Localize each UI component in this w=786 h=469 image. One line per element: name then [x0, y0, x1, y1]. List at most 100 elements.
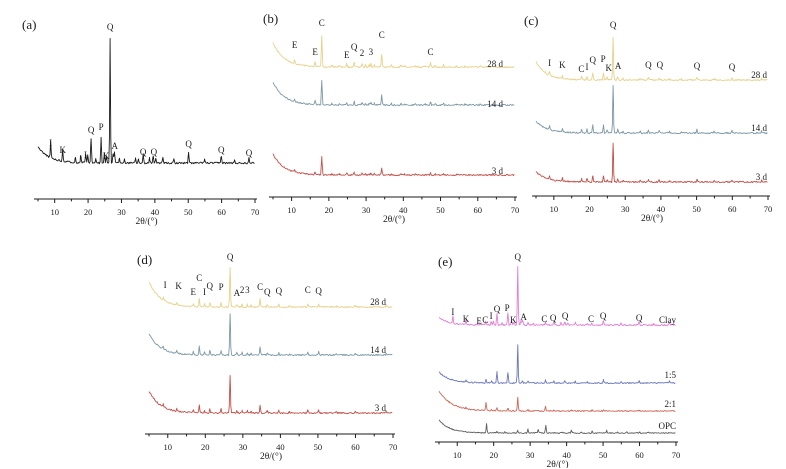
x-tick-label: 40: [562, 450, 571, 460]
xrd-trace-cured-14d: [535, 85, 768, 135]
x-tick-label: 10: [550, 204, 559, 214]
x-axis-title: 2θ/(°): [260, 451, 282, 462]
xrd-trace-cured-14d: [272, 79, 515, 107]
peak-label-Q: Q: [315, 286, 322, 296]
peak-label-C: C: [588, 314, 594, 324]
peak-label-Q: Q: [636, 313, 643, 323]
x-tick-label: 40: [399, 205, 408, 215]
x-tick-label: 20: [489, 450, 498, 460]
x-tick-label: 10: [164, 442, 173, 452]
x-tick-label: 50: [692, 204, 701, 214]
x-tick-label: 60: [635, 450, 644, 460]
x-axis-title: 2θ/(°): [383, 214, 405, 225]
peak-label-Q: Q: [550, 313, 557, 323]
peak-label-Q: Q: [657, 60, 664, 70]
peak-label-Q: Q: [88, 125, 95, 135]
series-label-cured-3d: 3 d: [756, 172, 768, 182]
peak-label-K: K: [510, 315, 517, 325]
xrd-trace-opc: [438, 419, 676, 434]
panel-b-label: (b): [263, 11, 279, 26]
xrd-trace-cured-3d: [535, 142, 768, 184]
series-label-cured-14d: 14 d: [487, 99, 503, 109]
series-label-cured-28d: 28 d: [487, 59, 503, 69]
peak-label-P: P: [505, 303, 510, 313]
peak-label-Q: Q: [515, 252, 522, 262]
series-label-opc: OPC: [658, 421, 676, 431]
peak-label-I: I: [548, 58, 551, 68]
series-label-mix-1-5: 1:5: [664, 370, 676, 380]
peak-label-P: P: [601, 54, 606, 64]
peak-label-C: C: [578, 64, 584, 74]
x-tick-label: 60: [474, 205, 483, 215]
peak-label-E: E: [344, 50, 350, 60]
x-tick-label: 60: [728, 204, 737, 214]
xrd-trace-cured-28d: [272, 35, 515, 69]
x-tick-label: 60: [351, 442, 360, 452]
x-tick-label: 10: [50, 207, 59, 217]
peak-label-Q: Q: [207, 281, 214, 291]
peak-label-2: 2: [360, 48, 365, 58]
panel-c-label: (c): [524, 13, 539, 28]
peak-label-A: A: [234, 288, 241, 298]
x-tick-label: 50: [184, 207, 193, 217]
peak-label-P: P: [219, 282, 224, 292]
peak-label-C: C: [541, 314, 547, 324]
peak-label-Q: Q: [494, 304, 501, 314]
x-tick-label: 70: [389, 442, 398, 452]
xrd-trace-mix-2-1: [438, 391, 676, 412]
xrd-trace-mix-1-5: [438, 344, 676, 385]
panel-e: (e) 10 20 30 40 50 60 70 2θ/(°) Clay 1:5 2:1 OPC I K E…: [425, 242, 693, 468]
series-label-cured-3d: 3 d: [375, 403, 387, 413]
x-tick-label: 10: [287, 205, 296, 215]
peak-label-I: I: [164, 280, 167, 290]
series-label-cured-14d: 14 d: [751, 123, 767, 133]
peak-label-E: E: [292, 40, 298, 50]
peak-label-C: C: [257, 282, 263, 292]
peak-label-C: C: [427, 47, 433, 57]
x-tick-label: 30: [526, 450, 535, 460]
x-tick-label: 10: [453, 450, 462, 460]
x-tick-label: 70: [251, 207, 260, 217]
peak-label-Q: Q: [645, 60, 652, 70]
peak-label-I: I: [49, 138, 52, 148]
x-tick-label: 20: [201, 442, 210, 452]
peak-label-I: I: [203, 287, 206, 297]
peak-label-3: 3: [245, 285, 250, 295]
peak-label-K: K: [103, 151, 110, 161]
x-tick-label: 30: [621, 204, 630, 214]
x-tick-label: 40: [151, 207, 160, 217]
peak-label-K: K: [463, 314, 470, 324]
x-axis-title: 2θ/(°): [546, 459, 568, 468]
x-tick-label: 70: [764, 204, 773, 214]
peak-label-2: 2: [240, 285, 245, 295]
peak-label-Q: Q: [151, 147, 158, 157]
peak-label-C: C: [319, 18, 325, 28]
peak-label-Q: Q: [351, 42, 358, 52]
peak-label-K: K: [59, 145, 66, 155]
peak-label-C: C: [305, 285, 311, 295]
x-tick-label: 20: [84, 207, 93, 217]
panel-d-label: (d): [137, 252, 153, 267]
peak-label-Q: Q: [140, 147, 147, 157]
peak-label-K: K: [559, 60, 566, 70]
peak-label-Q: Q: [694, 61, 701, 71]
x-tick-label: 50: [436, 205, 445, 215]
series-label-cured-28d: 28 d: [751, 70, 767, 80]
peak-label-E: E: [476, 316, 482, 326]
peak-label-Q: Q: [276, 286, 283, 296]
peak-label-A: A: [520, 312, 527, 322]
x-tick-label: 70: [511, 205, 520, 215]
x-axis-title: 2θ/(°): [135, 216, 157, 227]
series-label-cured-3d: 3 d: [492, 166, 504, 176]
panel-e-label: (e): [438, 254, 453, 269]
x-tick-label: 30: [362, 205, 371, 215]
peak-label-Q: Q: [729, 62, 736, 72]
